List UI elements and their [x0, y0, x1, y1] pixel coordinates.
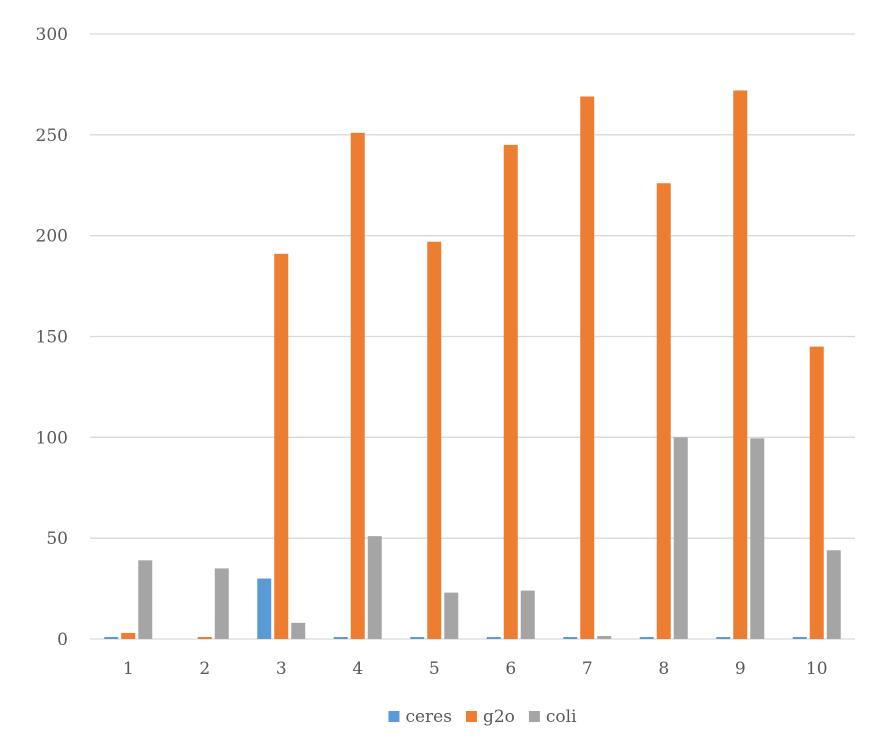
- bar-g2o-8: [656, 183, 671, 639]
- y-tick-label: 250: [36, 126, 68, 146]
- bar-g2o-1: [121, 632, 136, 639]
- x-tick-label: 6: [505, 659, 516, 679]
- legend-item-g2o: g2o: [465, 707, 515, 727]
- legend-label: ceres: [405, 707, 452, 727]
- bar-g2o-3: [274, 253, 289, 640]
- legend-item-ceres: ceres: [388, 707, 452, 727]
- bar-g2o-4: [350, 132, 365, 640]
- x-tick-label: 10: [806, 659, 828, 679]
- y-tick-label: 150: [36, 328, 68, 348]
- x-tick-label: 4: [352, 659, 363, 679]
- y-tick-label: 0: [57, 630, 68, 650]
- y-tick-label: 50: [46, 529, 68, 549]
- y-axis-tick-labels: 0 50 100 150 200 250 300: [36, 25, 68, 650]
- x-tick-label: 5: [429, 659, 440, 679]
- x-tick-label: 8: [658, 659, 669, 679]
- legend-swatch: [465, 711, 477, 722]
- bars: [104, 90, 841, 640]
- bar-g2o-6: [503, 144, 518, 639]
- bar-coli-2: [214, 568, 229, 639]
- y-tick-label: 300: [36, 25, 68, 45]
- bar-ceres-3: [257, 578, 272, 639]
- bar-g2o-9: [733, 90, 748, 639]
- bar-coli-9: [750, 438, 765, 639]
- x-tick-label: 7: [582, 659, 593, 679]
- legend-item-coli: coli: [528, 707, 577, 727]
- bar-g2o-5: [427, 241, 442, 639]
- bar-coli-5: [444, 592, 459, 639]
- bar-coli-7: [597, 635, 612, 639]
- gridlines: [90, 33, 855, 640]
- x-tick-label: 3: [276, 659, 287, 679]
- bar-ceres-8: [639, 636, 654, 639]
- bar-ceres-6: [486, 636, 501, 639]
- bar-ceres-7: [563, 636, 578, 639]
- bar-coli-8: [673, 437, 688, 639]
- x-tick-label: 2: [199, 659, 210, 679]
- x-tick-label: 9: [735, 659, 746, 679]
- bar-coli-6: [520, 590, 535, 639]
- y-tick-label: 200: [36, 227, 68, 247]
- x-axis-tick-labels: 1 2 3 4 5 6 7 8 9 10: [123, 659, 828, 679]
- bar-ceres-5: [410, 636, 425, 639]
- bar-coli-4: [367, 536, 382, 639]
- bar-ceres-10: [792, 636, 807, 639]
- legend-label: g2o: [483, 707, 515, 727]
- bar-ceres-9: [716, 636, 731, 639]
- x-tick-label: 1: [123, 659, 134, 679]
- bar-ceres-4: [333, 636, 348, 639]
- bar-coli-1: [138, 560, 153, 639]
- bar-coli-3: [291, 622, 306, 639]
- bar-g2o-2: [197, 636, 212, 639]
- y-tick-label: 100: [36, 428, 68, 448]
- legend-label: coli: [546, 707, 577, 727]
- bar-ceres-1: [104, 636, 119, 639]
- legend: ceres g2o coli: [388, 707, 577, 727]
- bar-g2o-7: [580, 96, 595, 640]
- legend-swatch: [388, 711, 400, 722]
- bar-coli-10: [826, 550, 841, 639]
- bar-g2o-10: [809, 346, 824, 639]
- legend-swatch: [528, 711, 540, 722]
